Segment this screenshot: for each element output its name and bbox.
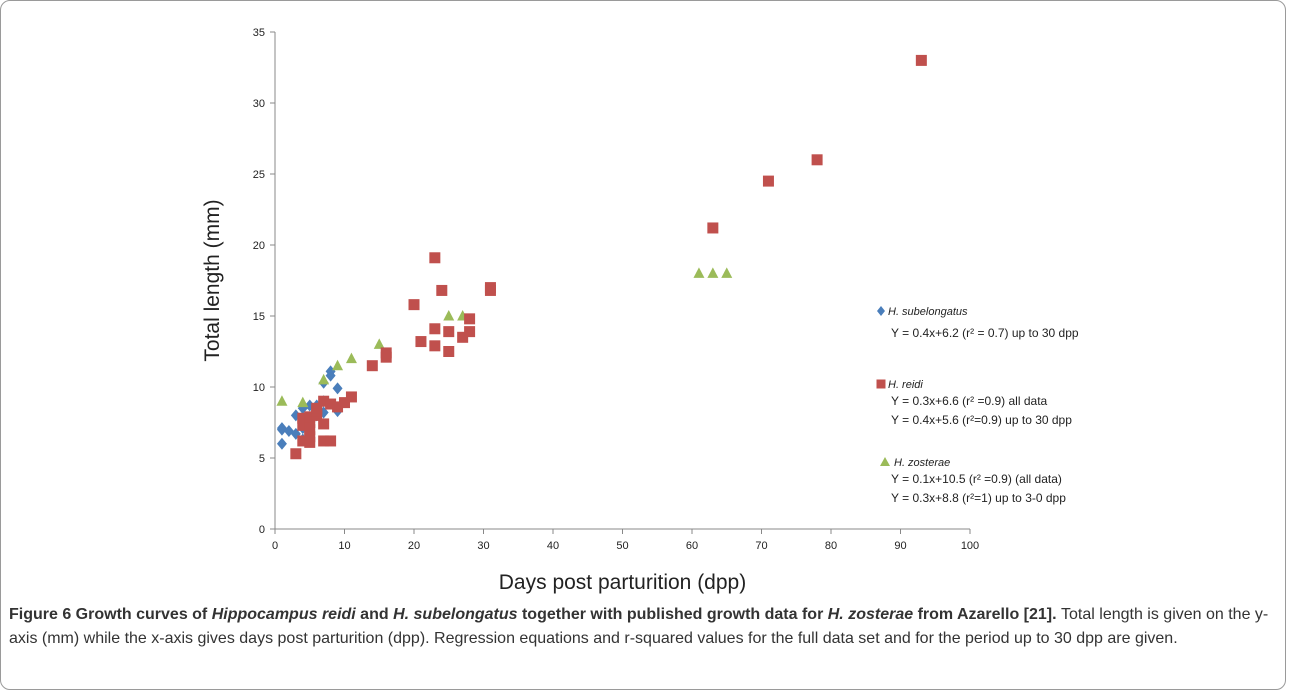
data-point: [436, 284, 448, 296]
data-point: [366, 360, 378, 372]
x-tick-label: 0: [272, 540, 278, 552]
data-point: [429, 323, 441, 335]
y-tick-label: 20: [253, 240, 265, 252]
x-tick-label: 80: [825, 540, 837, 552]
data-point: [318, 418, 330, 430]
data-point: [332, 382, 343, 395]
data-point: [484, 282, 496, 294]
data-point: [304, 431, 316, 443]
x-tick-label: 90: [894, 540, 906, 552]
data-point: [457, 331, 469, 343]
data-point: [345, 352, 357, 364]
data-point: [915, 54, 927, 66]
data-point: [464, 313, 476, 325]
y-axis-title: Total length (mm): [201, 199, 224, 361]
legend-series-name: H. subelongatus: [888, 306, 968, 318]
x-tick-label: 10: [338, 540, 350, 552]
data-point: [464, 326, 476, 338]
legend-equation: Y = 0.1x+10.5 (r² =0.9) (all data): [891, 472, 1062, 486]
data-point: [297, 419, 309, 431]
legend-equation: Y = 0.3x+6.6 (r² =0.9) all data: [891, 394, 1048, 408]
legend-marker: [876, 379, 886, 389]
data-point: [408, 299, 420, 311]
data-point: [811, 154, 823, 166]
data-point: [373, 338, 385, 349]
data-point: [276, 395, 288, 406]
data-point: [339, 397, 350, 409]
data-point: [318, 435, 330, 447]
data-point: [443, 310, 455, 321]
caption-title-part: together with published growth data for: [517, 606, 828, 623]
data-point: [297, 412, 309, 424]
data-point: [429, 252, 441, 264]
y-tick-label: 35: [253, 27, 265, 39]
data-point: [762, 175, 774, 187]
caption-title-part: Figure 6 Growth curves of: [9, 606, 212, 623]
x-tick-label: 100: [961, 540, 979, 552]
y-tick-label: 25: [253, 169, 265, 181]
data-point: [332, 401, 344, 413]
data-point: [290, 448, 302, 460]
caption-title-part: Hippocampus reidi: [211, 606, 356, 623]
y-tick-label: 10: [253, 382, 265, 394]
legend-equation: Y = 0.3x+8.8 (r²=1) up to 3-0 dpp: [891, 491, 1066, 505]
data-point: [304, 411, 316, 423]
y-axis-ticks: 0 5 10 15 20 25 30 35: [253, 27, 275, 536]
scatter-chart: 0 5 10 15 20 25 30 35 0 10 20 30 40 50 60 70 80 90 100 H.…: [201, 27, 1079, 594]
x-tick-label: 40: [547, 540, 559, 552]
y-tick-label: 5: [259, 453, 265, 465]
data-point: [332, 359, 344, 371]
data-point: [693, 267, 705, 278]
data-point: [318, 395, 330, 407]
caption-title-part: from Azarello [21].: [913, 606, 1057, 623]
data-point: [443, 346, 455, 357]
legend: H. subelongatus Y = 0.4x+6.2 (r² = 0.7) u…: [876, 306, 1079, 505]
caption-body: Total length is given on the y-axis (mm)…: [9, 606, 1269, 647]
x-axis-ticks: 0 10 20 30 40 50 60 70 80 90 100: [272, 529, 979, 552]
x-tick-label: 70: [755, 540, 767, 552]
data-point: [707, 222, 719, 234]
data-point: [429, 340, 441, 352]
data-point: [325, 398, 337, 410]
caption-title-part: H. zosterae: [827, 606, 914, 623]
data-point: [297, 435, 309, 447]
figure-caption: Figure 6 Growth curves of Hippocampus re…: [9, 603, 1277, 651]
data-point: [276, 437, 287, 450]
data-point: [311, 402, 323, 414]
legend-marker: [880, 457, 890, 466]
legend-series-name: H. zosterae: [894, 457, 950, 469]
data-points: [276, 54, 927, 460]
data-point: [304, 424, 316, 436]
legend-marker: [877, 306, 885, 316]
x-tick-label: 60: [686, 540, 698, 552]
x-tick-label: 50: [616, 540, 628, 552]
data-point: [304, 417, 316, 428]
x-axis-title: Days post parturition (dpp): [499, 571, 746, 594]
data-point: [380, 347, 392, 359]
y-tick-label: 15: [253, 311, 265, 323]
data-point: [707, 267, 719, 278]
caption-title: Figure 6 Growth curves of Hippocampus re…: [9, 606, 1061, 623]
legend-equation: Y = 0.4x+6.2 (r² = 0.7) up to 30 dpp: [891, 326, 1079, 340]
data-point: [304, 436, 316, 448]
data-point: [721, 267, 733, 278]
legend-series-name: H. reidi: [888, 379, 923, 391]
x-tick-label: 30: [477, 540, 489, 552]
y-tick-label: 0: [259, 524, 265, 536]
legend-equation: Y = 0.4x+5.6 (r²=0.9) up to 30 dpp: [891, 413, 1072, 427]
data-point: [415, 336, 427, 348]
data-point: [297, 396, 309, 408]
y-tick-label: 30: [253, 98, 265, 110]
data-point: [318, 373, 330, 385]
data-point: [443, 326, 455, 338]
caption-title-part: H. subelongatus: [393, 606, 518, 623]
data-point: [345, 391, 357, 403]
x-tick-label: 20: [408, 540, 420, 552]
caption-title-part: and: [355, 606, 394, 623]
data-point: [325, 435, 337, 447]
